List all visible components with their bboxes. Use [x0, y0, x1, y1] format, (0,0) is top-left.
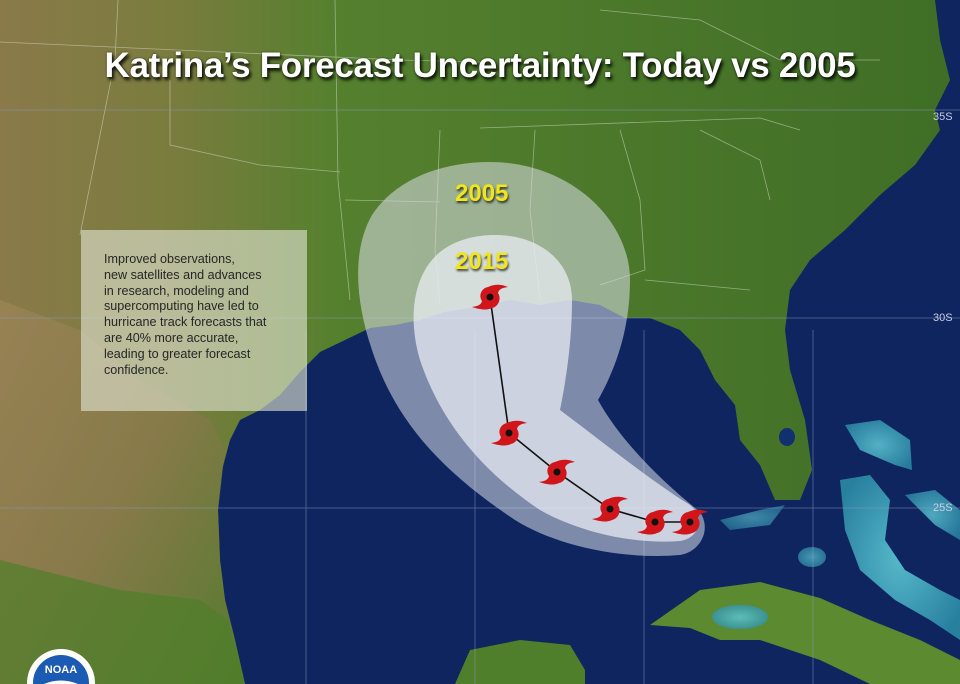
- track-points: [472, 284, 708, 535]
- info-line: new satellites and advances: [104, 267, 262, 282]
- latitude-label-25s: 25S: [933, 502, 953, 514]
- latitude-label-30s: 30S: [933, 312, 953, 324]
- info-box: Improved observations, new satellites an…: [81, 230, 307, 411]
- info-line: in research, modeling and: [104, 283, 249, 298]
- info-text: Improved observations, new satellites an…: [104, 252, 304, 378]
- hurricane-symbol-icon: [539, 459, 575, 485]
- noaa-logo-text: NOAA: [45, 664, 77, 676]
- hurricane-symbol-icon: [592, 496, 628, 522]
- cone-2015: [413, 235, 699, 542]
- info-line: hurricane track forecasts that: [104, 315, 267, 330]
- yucatan: [455, 640, 585, 684]
- bahamas-east: [905, 490, 960, 540]
- bahamas-north: [845, 420, 912, 470]
- info-line: Improved observations,: [104, 252, 235, 266]
- cuba-shallow: [712, 605, 768, 629]
- noaa-logo: NOAA: [27, 649, 95, 684]
- hurricane-symbol-icon: [672, 509, 708, 535]
- lake-okeechobee: [779, 428, 795, 446]
- info-line: supercomputing have led to: [104, 299, 259, 314]
- hurricane-symbol-icon: [637, 509, 673, 535]
- info-line: are 40% more accurate,: [104, 330, 239, 345]
- hurricane-symbol-icon: [491, 420, 527, 446]
- info-line: leading to greater forecast: [104, 346, 251, 361]
- cone-label-2015: 2015: [455, 248, 509, 275]
- info-line: confidence.: [104, 362, 169, 377]
- cay-sal-bank: [798, 547, 826, 567]
- page-title: Katrina’s Forecast Uncertainty: Today vs…: [104, 46, 856, 85]
- bahamas-banks: [840, 475, 960, 640]
- cone-label-2005: 2005: [455, 180, 509, 207]
- hurricane-symbol-icon: [472, 284, 508, 310]
- florida-keys: [720, 505, 785, 530]
- latitude-label-35s: 35S: [933, 111, 953, 123]
